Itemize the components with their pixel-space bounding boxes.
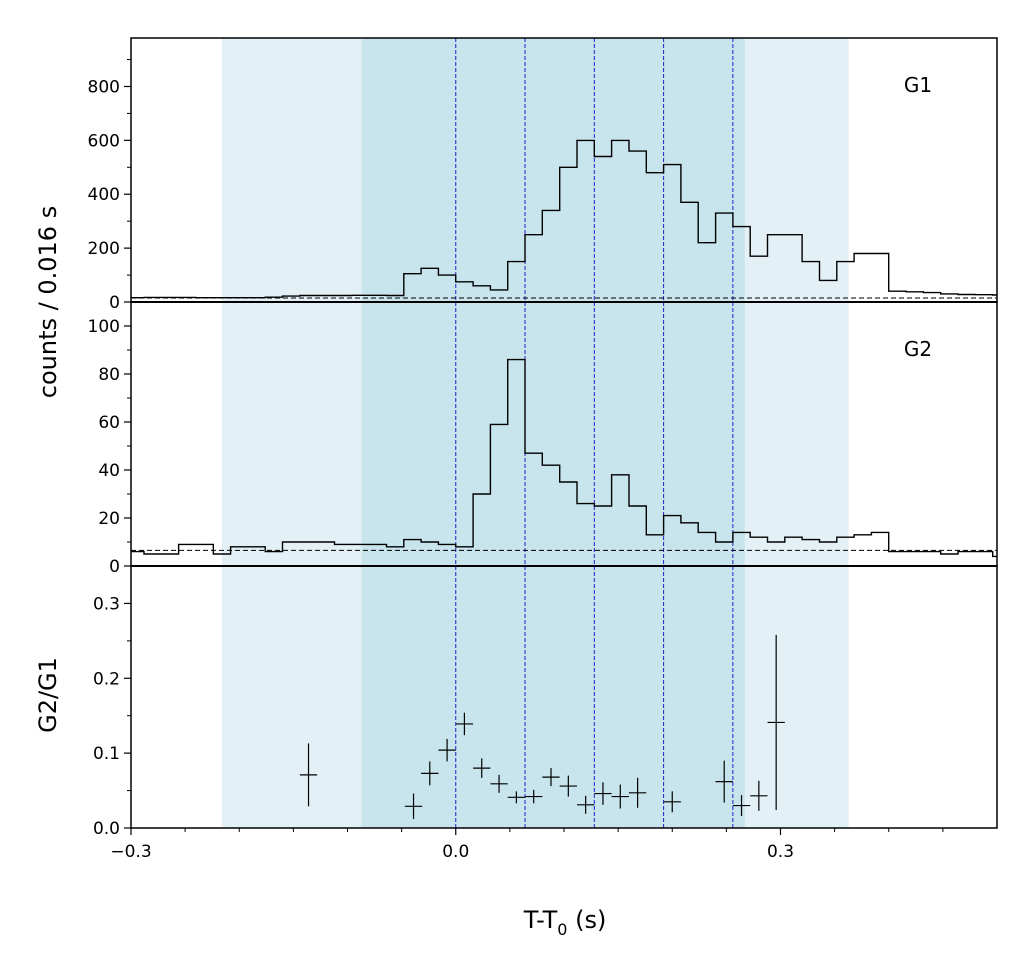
panel-label-g2: G2 — [904, 337, 932, 361]
y-tick-label: 400 — [88, 185, 120, 205]
ratio-point — [525, 789, 543, 804]
ratio-point — [750, 780, 768, 811]
ratio-point — [576, 795, 595, 814]
ratio-point — [542, 768, 560, 787]
ratio-point — [473, 758, 491, 778]
ratio-point — [404, 793, 423, 820]
x-tick-label: 0.0 — [442, 842, 469, 862]
ratio-point — [594, 782, 612, 805]
ratio-point — [611, 784, 629, 809]
panel-label-g1: G1 — [904, 73, 932, 97]
ratio-point — [299, 743, 318, 807]
ratio-point — [490, 774, 508, 793]
y-tick-label: 80 — [98, 365, 120, 385]
ratio-point — [421, 761, 439, 786]
y-tick-label: 20 — [98, 509, 120, 529]
ratio-point — [715, 760, 733, 803]
y-tick-label: 0 — [109, 293, 120, 313]
y-tick-label: 0.2 — [93, 669, 120, 689]
y-tick-label: 0.0 — [93, 819, 120, 839]
axis-titles: counts / 0.016 s G2/G1 T-T0 (s) — [34, 206, 606, 939]
y-tick-label: 0 — [109, 557, 120, 577]
data-series — [131, 139, 997, 820]
shaded-regions — [221, 38, 849, 828]
ratio-point — [455, 712, 474, 736]
y-tick-label: 40 — [98, 461, 120, 481]
ratio-point — [767, 634, 785, 811]
ratio-point — [559, 775, 577, 797]
panel-labels: G1 G2 — [904, 73, 932, 361]
y-tick-label: 0.1 — [93, 744, 120, 764]
ratio-point — [507, 791, 526, 804]
histogram-g1 — [131, 139, 997, 299]
histogram-g2 — [131, 358, 997, 558]
ratio-point — [438, 738, 456, 762]
y-tick-label: 200 — [88, 239, 120, 259]
ratio-point — [732, 795, 751, 817]
x-tick-label: −0.3 — [110, 842, 151, 862]
x-axis-label-unit: (s) — [567, 906, 606, 934]
y-tick-label: 100 — [88, 317, 120, 337]
y-tick-label: 800 — [88, 77, 120, 97]
y-tick-label: 600 — [88, 131, 120, 151]
shaded-region-2 — [361, 38, 745, 828]
y-axis-label-ratio: G2/G1 — [34, 657, 62, 733]
ratio-point — [663, 791, 681, 813]
x-axis-label-main: T-T — [523, 906, 558, 934]
y-tick-label: 60 — [98, 413, 120, 433]
axis-ticks: 0 200 400 600 800 0 20 40 60 80 100 0.0 0.1 0.2 0.3 −0.… — [88, 59, 944, 862]
y-axis-label-counts: counts / 0.016 s — [34, 206, 62, 398]
x-axis-label: T-T0 (s) — [523, 906, 607, 939]
x-tick-label: 0.3 — [767, 842, 794, 862]
plot-frames — [130, 37, 998, 829]
x-axis-label-subscript: 0 — [557, 920, 567, 939]
ratio-point — [628, 777, 647, 808]
y-tick-label: 0.3 — [93, 594, 120, 614]
